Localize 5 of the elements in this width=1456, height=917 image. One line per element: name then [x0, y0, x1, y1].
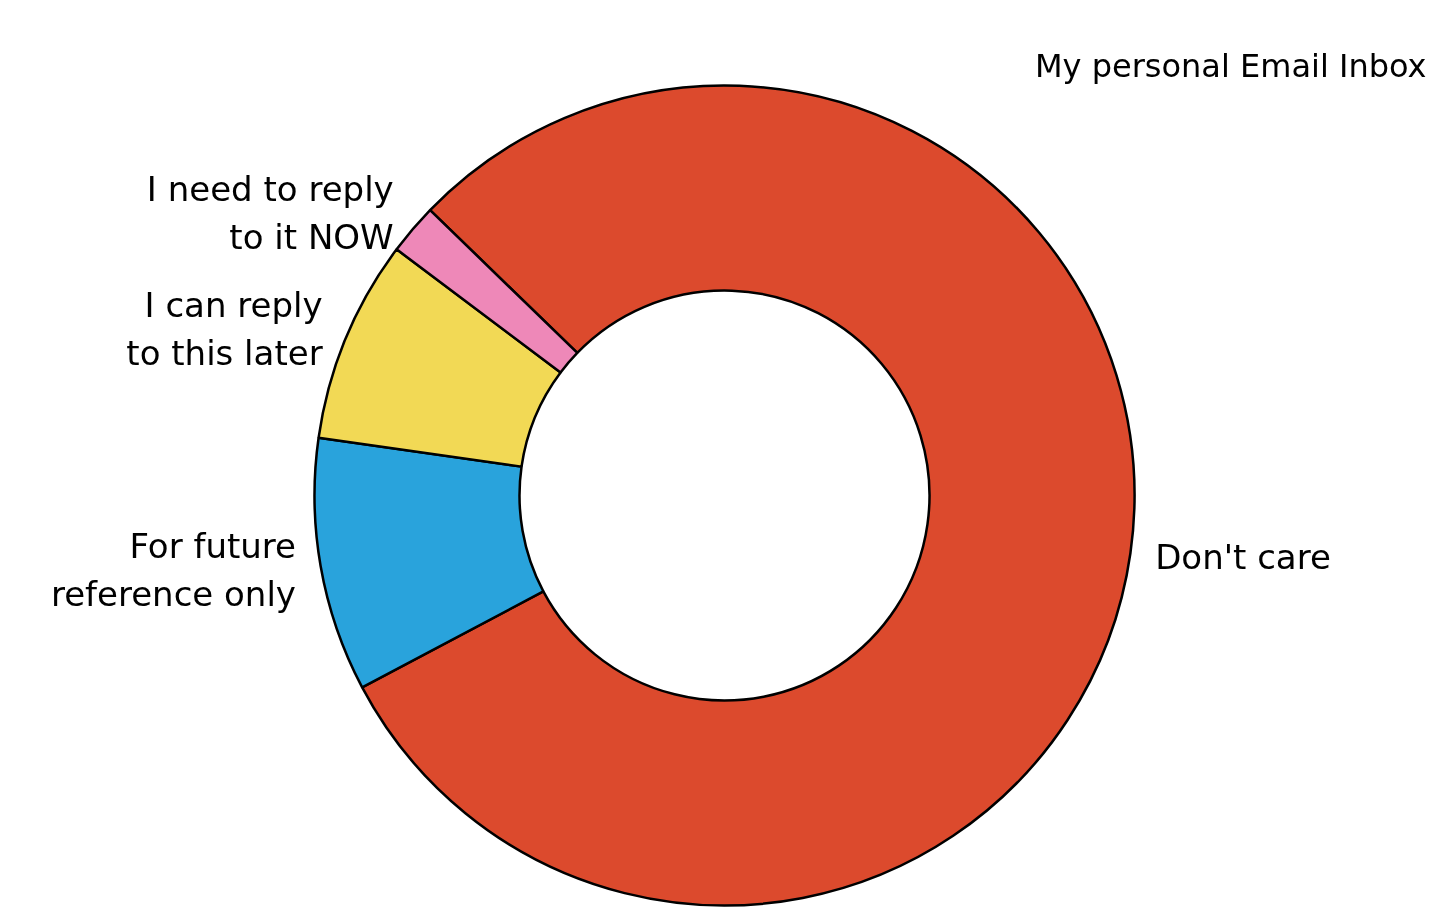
chart-title: My personal Email Inbox — [1034, 46, 1427, 85]
slice-label: For future reference only — [50, 526, 296, 615]
slice-label: I can reply to this later — [126, 285, 323, 374]
slice-label: I need to reply to it NOW — [146, 168, 394, 257]
slice-label: Don't care — [1155, 536, 1331, 577]
